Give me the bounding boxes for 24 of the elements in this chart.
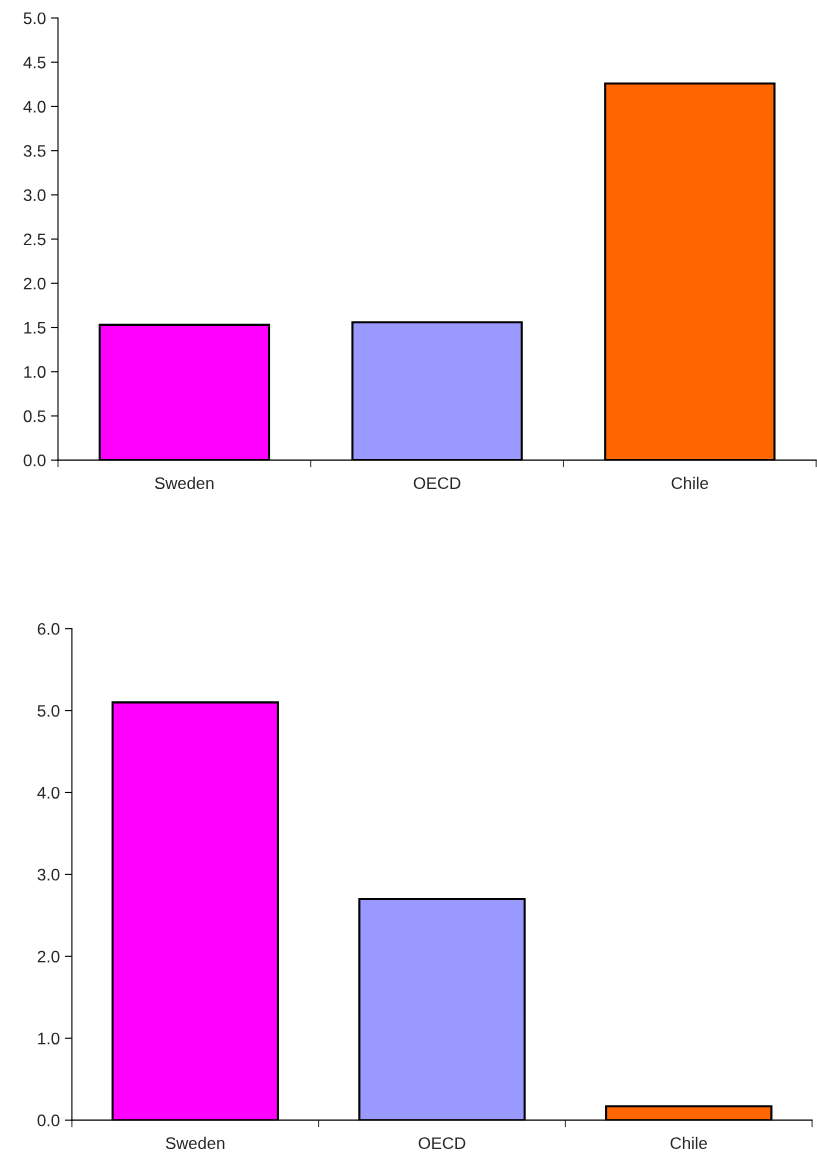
- x-tick-label: OECD: [413, 477, 461, 490]
- y-tick-label: 2.0: [37, 950, 60, 963]
- y-tick-label: 0.5: [23, 410, 46, 423]
- y-tick-label: 4.5: [23, 56, 46, 69]
- y-tick-label: 3.5: [23, 145, 46, 157]
- y-tick-label: 3.0: [37, 868, 60, 881]
- y-tick-label: 1.5: [24, 322, 46, 334]
- y-tick-label: 4.0: [23, 100, 46, 113]
- y-tick-label: 5.0: [37, 704, 60, 717]
- y-tick-label: 1.0: [38, 1032, 60, 1045]
- y-tick-label: 1.0: [24, 366, 46, 378]
- y-tick-label: 0.0: [37, 1114, 60, 1127]
- y-tick-label: 0.0: [23, 454, 46, 467]
- x-tick-label: Sweden: [155, 476, 214, 490]
- y-tick-label: 6.0: [37, 623, 60, 635]
- y-tick-label: 2.0: [23, 277, 46, 290]
- x-tick-label: Chile: [671, 476, 709, 490]
- y-tick-label: 5.0: [23, 12, 46, 25]
- x-tick-label: Sweden: [165, 1136, 225, 1150]
- y-tick-label: 3.0: [23, 189, 46, 202]
- y-tick-label: 2.5: [23, 233, 46, 246]
- x-tick-label: OECD: [418, 1137, 466, 1150]
- y-tick-label: 4.0: [37, 786, 60, 799]
- x-tick-label: Chile: [670, 1136, 707, 1150]
